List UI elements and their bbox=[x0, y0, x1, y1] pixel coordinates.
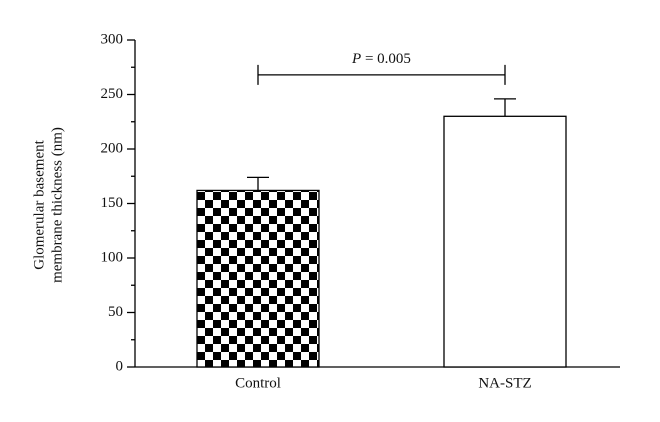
y-tick-label: 250 bbox=[101, 86, 124, 102]
y-tick-label: 0 bbox=[116, 358, 124, 374]
y-label-line: Glomerular basement bbox=[31, 139, 47, 269]
p-symbol: P bbox=[351, 51, 361, 67]
bar bbox=[443, 115, 567, 368]
y-label-line: membrane thickness (nm) bbox=[49, 127, 65, 283]
y-tick-label: 300 bbox=[101, 31, 124, 47]
error-bar bbox=[247, 176, 269, 191]
y-axis-label: Glomerular basement membrane thickness (… bbox=[31, 127, 65, 283]
x-tick-label: Control bbox=[235, 375, 281, 391]
p-value-label: P = 0.005 bbox=[351, 51, 411, 67]
error-bar bbox=[494, 98, 516, 117]
p-value: = 0.005 bbox=[361, 51, 411, 67]
significance-bracket bbox=[257, 64, 506, 85]
x-tick-label: NA-STZ bbox=[478, 375, 531, 391]
y-tick-label: 50 bbox=[108, 304, 123, 320]
y-tick-label: 150 bbox=[101, 195, 124, 211]
bar bbox=[196, 189, 320, 368]
y-tick-label: 200 bbox=[101, 140, 124, 156]
y-tick-label: 100 bbox=[101, 249, 124, 265]
